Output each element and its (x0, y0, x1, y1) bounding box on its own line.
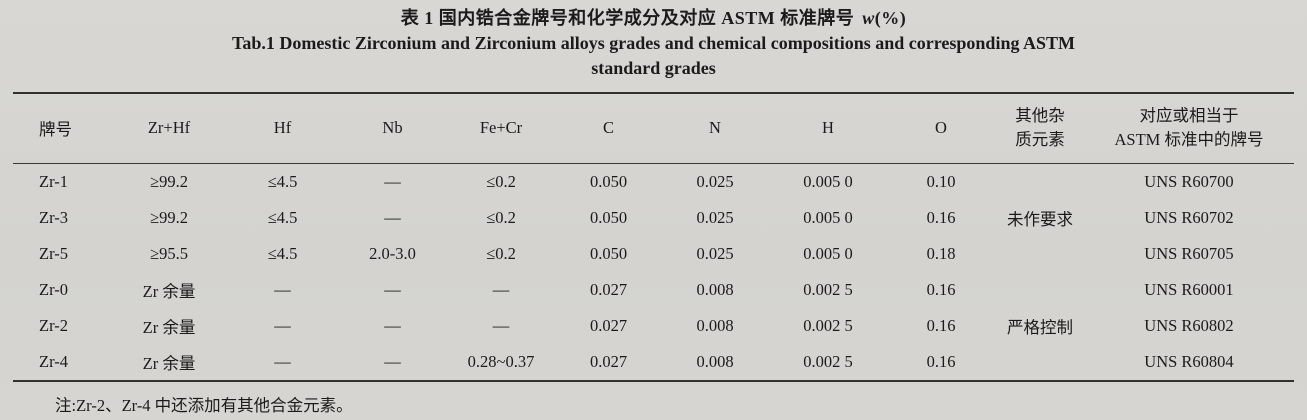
cell-h: 0.002 5 (803, 351, 853, 371)
header-nb: Nb (382, 118, 403, 138)
cell-nb: — (384, 171, 401, 191)
table-footnote: 注:Zr-2、Zr-4 中还添加有其他合金元素。 (55, 396, 353, 415)
cell-c: 0.027 (589, 279, 628, 299)
cell-grade: Zr-3 (39, 207, 68, 227)
cell-impurity-group-strictly-controlled: 严格控制 (1007, 317, 1073, 337)
cell-o: 0.10 (926, 171, 956, 191)
table-row: Zr-2 Zr 余量 — — — 0.027 0.008 0.002 5 0.1… (13, 308, 1294, 344)
cell-h: 0.005 0 (803, 243, 853, 263)
cell-hf: — (274, 351, 291, 371)
cell-grade: Zr-2 (39, 315, 68, 335)
header-astm-grade: 对应或相当于 ASTM 标准中的牌号 (1084, 93, 1294, 163)
cell-astm: UNS R60802 (1144, 315, 1234, 335)
header-hf: Hf (273, 118, 292, 138)
cell-hf: ≤4.5 (267, 171, 298, 191)
header-o: O (935, 118, 947, 138)
table-row: Zr-0 Zr 余量 — — — 0.027 0.008 0.002 5 0.1… (13, 272, 1294, 337)
cell-h: 0.005 0 (803, 207, 853, 227)
header-c: C (602, 118, 614, 138)
cell-grade: Zr-0 (39, 279, 68, 299)
cell-grade: Zr-4 (39, 351, 68, 371)
cell-o: 0.16 (926, 207, 956, 227)
table-header-row: 牌号 Zr+Hf Hf Nb Fe+Cr C N H O 其他杂 质元素 对应或… (13, 93, 1294, 163)
cell-h: 0.002 5 (803, 279, 853, 299)
table-row: Zr-5 ≥95.5 ≤4.5 2.0-3.0 ≤0.2 0.050 0.025… (13, 236, 1294, 272)
cell-nb: — (384, 351, 401, 371)
header-astm-grade-line1: 对应或相当于 (1139, 106, 1239, 126)
cell-o: 0.18 (926, 243, 956, 263)
composition-table: 牌号 Zr+Hf Hf Nb Fe+Cr C N H O 其他杂 质元素 对应或… (13, 92, 1294, 382)
cell-fe-cr: 0.28~0.37 (467, 351, 535, 371)
cell-c: 0.050 (589, 243, 628, 263)
cell-grade: Zr-5 (39, 243, 68, 263)
cell-nb: — (384, 279, 401, 299)
cell-nb: — (384, 315, 401, 335)
cell-o: 0.16 (926, 351, 956, 371)
cell-c: 0.027 (589, 315, 628, 335)
cell-n: 0.008 (696, 351, 734, 371)
header-other-impurities-line1: 其他杂 (1015, 106, 1065, 126)
header-other-impurities: 其他杂 质元素 (996, 93, 1084, 163)
cell-astm: UNS R60700 (1144, 171, 1234, 191)
cell-zr-hf: Zr 余量 (142, 281, 196, 301)
cell-fe-cr: — (492, 315, 510, 335)
cell-c: 0.050 (589, 207, 628, 227)
table-caption-chinese: 表 1 国内锆合金牌号和化学成分及对应 ASTM 标准牌号 w(%) (0, 5, 1307, 31)
cell-fe-cr: ≤0.2 (486, 243, 516, 263)
cell-n: 0.025 (696, 243, 734, 263)
cell-n: 0.008 (696, 279, 734, 299)
header-n: N (709, 118, 721, 138)
cell-hf: ≤4.5 (267, 243, 298, 263)
cell-astm: UNS R60001 (1144, 279, 1234, 299)
cell-fe-cr: ≤0.2 (486, 207, 516, 227)
cell-nb: — (384, 207, 401, 227)
cell-zr-hf: ≥99.2 (150, 171, 188, 191)
cell-nb: 2.0-3.0 (369, 243, 416, 263)
cell-n: 0.025 (696, 171, 734, 191)
caption-w-symbol: w (862, 8, 875, 28)
cell-fe-cr: ≤0.2 (486, 171, 516, 191)
table-row: Zr-4 Zr 余量 — — 0.28~0.37 0.027 0.008 0.0… (13, 344, 1294, 381)
table-caption: 表 1 国内锆合金牌号和化学成分及对应 ASTM 标准牌号 w(%) Tab.1 … (0, 5, 1307, 81)
cell-zr-hf: Zr 余量 (142, 317, 196, 337)
cell-astm: UNS R60804 (1144, 351, 1234, 371)
table-caption-english-line2: standard grades (591, 58, 716, 78)
cell-astm: UNS R60702 (1144, 207, 1234, 227)
cell-n: 0.025 (696, 207, 734, 227)
table-caption-english-line1: Tab.1 Domestic Zirconium and Zirconium a… (232, 33, 1075, 53)
cell-hf: — (274, 279, 291, 299)
cell-h: 0.002 5 (803, 315, 853, 335)
header-other-impurities-line2: 质元素 (1015, 130, 1065, 150)
cell-hf: ≤4.5 (267, 207, 298, 227)
cell-n: 0.008 (696, 315, 734, 335)
cell-zr-hf: ≥99.2 (150, 207, 188, 227)
header-astm-grade-line2: ASTM 标准中的牌号 (1114, 130, 1264, 150)
cell-astm: UNS R60705 (1144, 243, 1234, 263)
table-row: Zr-1 ≥99.2 ≤4.5 — ≤0.2 0.050 0.025 0.005… (13, 163, 1294, 229)
cell-c: 0.027 (589, 351, 628, 371)
header-zr-hf: Zr+Hf (147, 118, 191, 138)
cell-o: 0.16 (926, 315, 956, 335)
caption-w-unit: (%) (874, 8, 907, 28)
cell-c: 0.050 (589, 171, 628, 191)
cell-zr-hf: Zr 余量 (142, 353, 196, 373)
cell-impurity-group-not-required: 未作要求 (1007, 209, 1073, 229)
caption-zh-text: 表 1 国内锆合金牌号和化学成分及对应 ASTM 标准牌号 (400, 8, 855, 28)
cell-h: 0.005 0 (803, 171, 853, 191)
header-grade: 牌号 (39, 120, 72, 140)
table-row: Zr-3 ≥99.2 ≤4.5 — ≤0.2 0.050 0.025 0.005… (13, 200, 1294, 236)
header-fe-cr: Fe+Cr (479, 118, 523, 138)
cell-fe-cr: — (492, 279, 510, 299)
cell-grade: Zr-1 (39, 171, 68, 191)
header-h: H (822, 118, 834, 138)
cell-o: 0.16 (926, 279, 956, 299)
cell-zr-hf: ≥95.5 (150, 243, 188, 263)
cell-hf: — (274, 315, 291, 335)
